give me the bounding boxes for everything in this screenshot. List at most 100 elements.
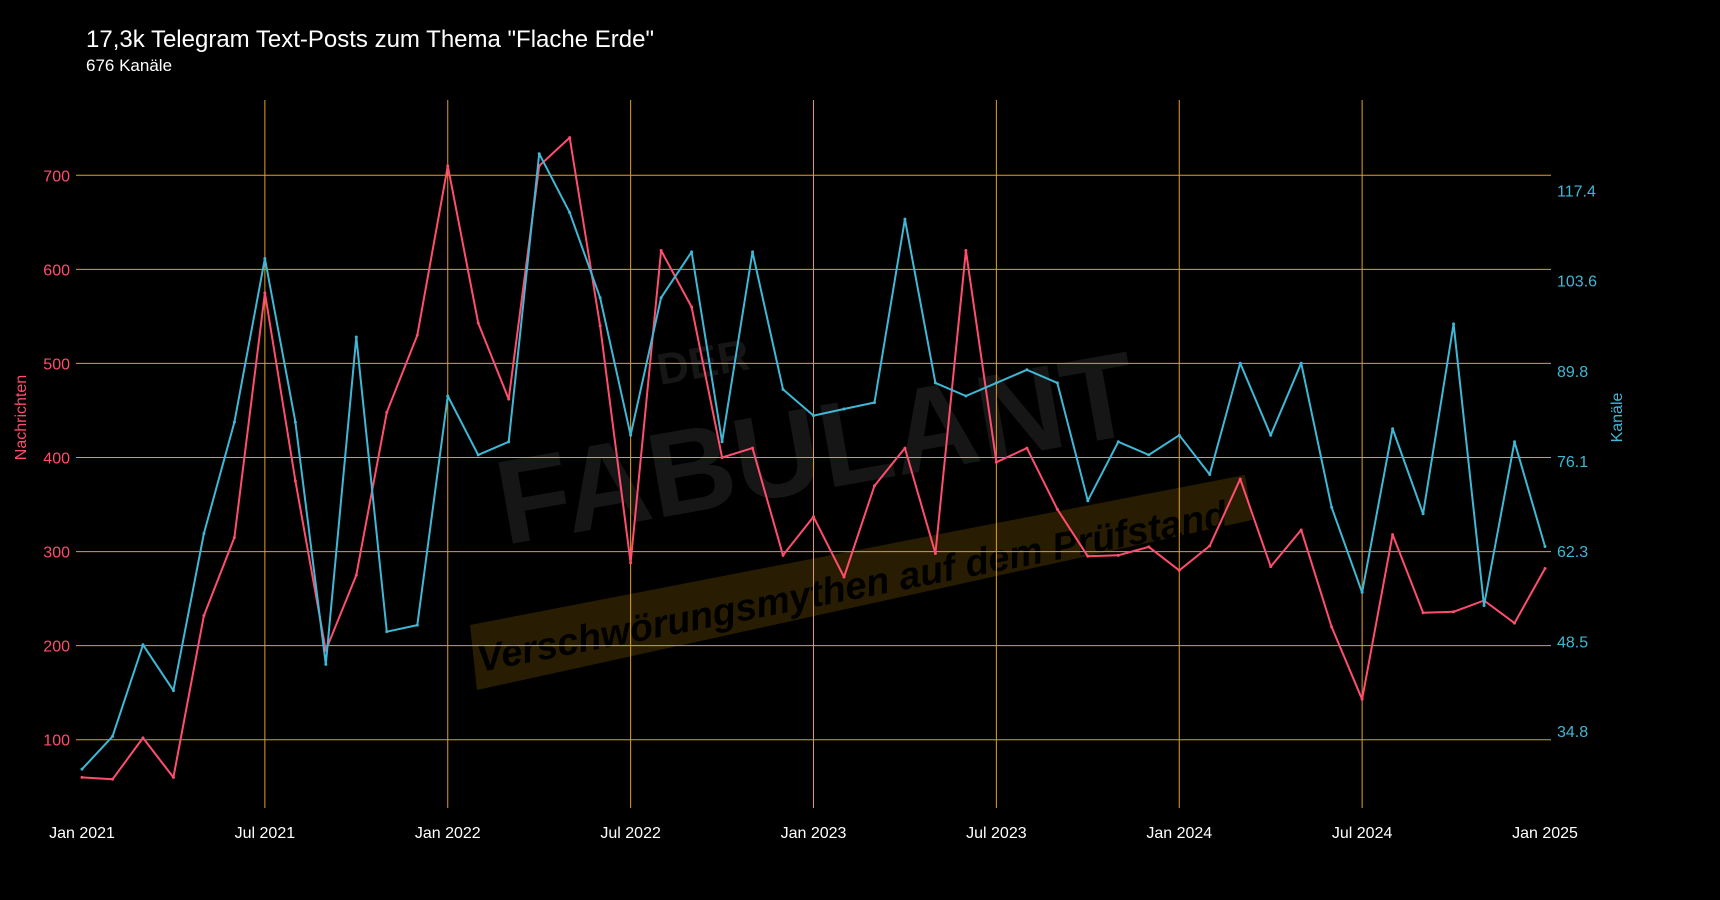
data-point-nachrichten <box>171 775 175 779</box>
data-point-nachrichten <box>263 291 267 295</box>
y-left-tick-label: 500 <box>43 356 70 373</box>
data-point-kanaele <box>141 643 145 647</box>
data-point-nachrichten <box>1025 446 1029 450</box>
data-point-nachrichten <box>629 561 633 565</box>
data-point-kanaele <box>629 433 633 437</box>
data-point-kanaele <box>781 387 785 391</box>
data-point-nachrichten <box>446 164 450 168</box>
y-right-tick-label: 117.4 <box>1557 183 1596 200</box>
chart-title: 17,3k Telegram Text-Posts zum Thema "Fla… <box>86 26 654 53</box>
data-point-nachrichten <box>415 333 419 337</box>
data-point-kanaele <box>720 440 724 444</box>
data-point-kanaele <box>80 767 84 771</box>
watermark-banner-shape <box>470 475 1252 690</box>
data-point-nachrichten <box>507 397 511 401</box>
data-point-kanaele <box>1238 361 1242 365</box>
data-point-kanaele <box>842 407 846 411</box>
x-tick-label: Jan 2022 <box>415 825 481 842</box>
data-point-nachrichten <box>385 410 389 414</box>
series <box>80 136 1547 781</box>
data-point-nachrichten <box>476 321 480 325</box>
x-tick-label: Jan 2021 <box>49 825 115 842</box>
data-point-kanaele <box>293 420 297 424</box>
data-point-kanaele <box>385 630 389 634</box>
data-point-kanaele <box>1452 322 1456 326</box>
data-point-kanaele <box>964 394 968 398</box>
y-left-tick-label: 200 <box>43 639 70 656</box>
data-point-kanaele <box>232 420 236 424</box>
y-axis-left-label: Nachrichten <box>13 375 30 460</box>
data-point-nachrichten <box>1513 621 1517 625</box>
data-point-nachrichten <box>1360 697 1364 701</box>
data-point-nachrichten <box>1177 568 1181 572</box>
data-point-kanaele <box>202 531 206 535</box>
x-tick-label: Jan 2024 <box>1146 825 1212 842</box>
data-point-kanaele <box>598 296 602 300</box>
data-point-nachrichten <box>964 249 968 253</box>
data-point-nachrichten <box>1055 507 1059 511</box>
data-point-kanaele <box>1482 603 1486 607</box>
data-point-kanaele <box>1269 433 1273 437</box>
data-point-nachrichten <box>1391 533 1395 537</box>
data-point-nachrichten <box>1421 611 1425 615</box>
data-point-kanaele <box>171 689 175 693</box>
data-point-kanaele <box>903 217 907 221</box>
data-point-kanaele <box>1086 499 1090 503</box>
data-point-nachrichten <box>232 535 236 539</box>
y-axis-right-label: Kanäle <box>1609 392 1626 442</box>
y-left-tick-label: 100 <box>43 733 70 750</box>
data-point-nachrichten <box>872 484 876 488</box>
axes: 100 200 300 400 500 600 700 34.8 48.5 62.3 76.1 89.… <box>43 168 1597 842</box>
data-point-nachrichten <box>1330 625 1334 629</box>
data-point-kanaele <box>263 256 267 260</box>
data-point-kanaele <box>537 152 541 156</box>
data-point-nachrichten <box>141 736 145 740</box>
data-point-kanaele <box>1360 590 1364 594</box>
y-right-tick-label: 89.8 <box>1557 364 1588 381</box>
data-point-kanaele <box>933 381 937 385</box>
data-point-nachrichten <box>994 460 998 464</box>
data-point-kanaele <box>812 414 815 418</box>
x-tick-label: Jul 2022 <box>600 825 661 842</box>
data-point-nachrichten <box>110 777 114 781</box>
data-point-kanaele <box>1147 453 1151 457</box>
data-point-nachrichten <box>568 136 572 140</box>
data-point-nachrichten <box>690 305 694 309</box>
y-right-tick-label: 62.3 <box>1557 544 1588 561</box>
chart-subtitle: 676 Kanäle <box>86 56 173 75</box>
data-point-nachrichten <box>1269 565 1273 569</box>
data-point-kanaele <box>1543 545 1547 549</box>
x-tick-label: Jan 2025 <box>1512 825 1578 842</box>
data-point-nachrichten <box>293 479 297 483</box>
data-point-kanaele <box>1025 368 1029 372</box>
y-right-tick-label: 76.1 <box>1557 454 1588 471</box>
data-point-kanaele <box>659 296 663 300</box>
data-point-kanaele <box>1299 361 1303 365</box>
data-point-kanaele <box>1055 381 1059 385</box>
x-tick-label: Jul 2023 <box>966 825 1027 842</box>
data-point-nachrichten <box>1086 554 1090 558</box>
y-right-tick-label: 34.8 <box>1557 724 1588 741</box>
data-point-nachrichten <box>659 249 663 253</box>
data-point-nachrichten <box>1452 610 1456 614</box>
data-point-nachrichten <box>842 575 846 579</box>
data-point-kanaele <box>354 335 358 339</box>
data-point-nachrichten <box>1238 477 1242 481</box>
data-point-kanaele <box>324 662 328 666</box>
data-point-kanaele <box>872 401 876 404</box>
y-right-tick-label: 103.6 <box>1557 274 1597 291</box>
data-point-kanaele <box>568 211 572 215</box>
x-tick-label: Jan 2023 <box>781 825 847 842</box>
data-point-kanaele <box>690 250 694 254</box>
data-point-kanaele <box>1330 505 1334 509</box>
data-point-nachrichten <box>1147 545 1151 549</box>
data-point-nachrichten <box>1543 567 1547 571</box>
data-point-nachrichten <box>751 446 755 450</box>
data-point-nachrichten <box>720 456 724 459</box>
data-point-nachrichten <box>202 614 206 618</box>
data-point-kanaele <box>1177 433 1181 437</box>
data-point-nachrichten <box>903 446 907 450</box>
y-left-tick-label: 700 <box>43 168 70 185</box>
data-point-kanaele <box>1421 512 1425 516</box>
data-point-kanaele <box>415 623 419 627</box>
